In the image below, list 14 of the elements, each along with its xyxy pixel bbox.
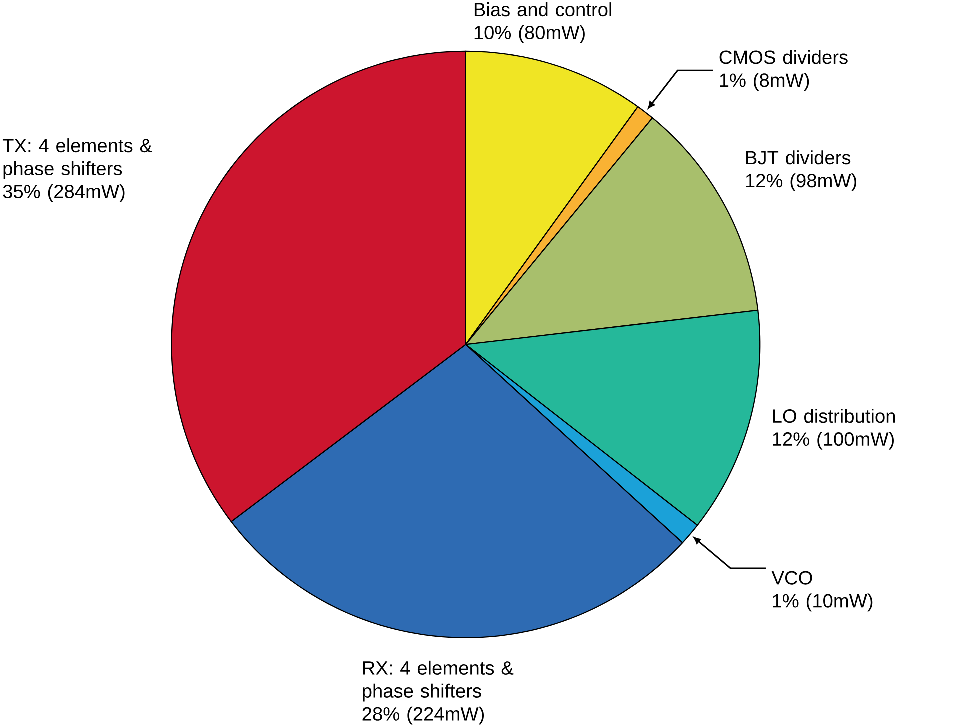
data-label: 1% (10mW) xyxy=(773,594,873,612)
slice-label: CMOS dividers xyxy=(720,50,848,64)
slice-label: LO distribution xyxy=(773,408,896,423)
data-label: 10% (80mW) xyxy=(474,25,585,44)
data-label: 28% (224mW) xyxy=(362,706,484,725)
slice-label: TX: 4 elements & phase shifters xyxy=(2,138,152,180)
data-label: 35% (284mW) xyxy=(3,184,125,202)
slice-label: Bias and control xyxy=(474,2,612,16)
slice-label: VCO xyxy=(772,571,812,585)
slice-label: BJT dividers xyxy=(746,150,851,165)
slice-label: RX: 4 elements & phase shifters xyxy=(363,660,514,702)
data-label: 12% (100mW) xyxy=(773,432,894,450)
data-label: 1% (8mW) xyxy=(720,73,810,91)
data-label: 12% (98mW) xyxy=(746,173,856,192)
